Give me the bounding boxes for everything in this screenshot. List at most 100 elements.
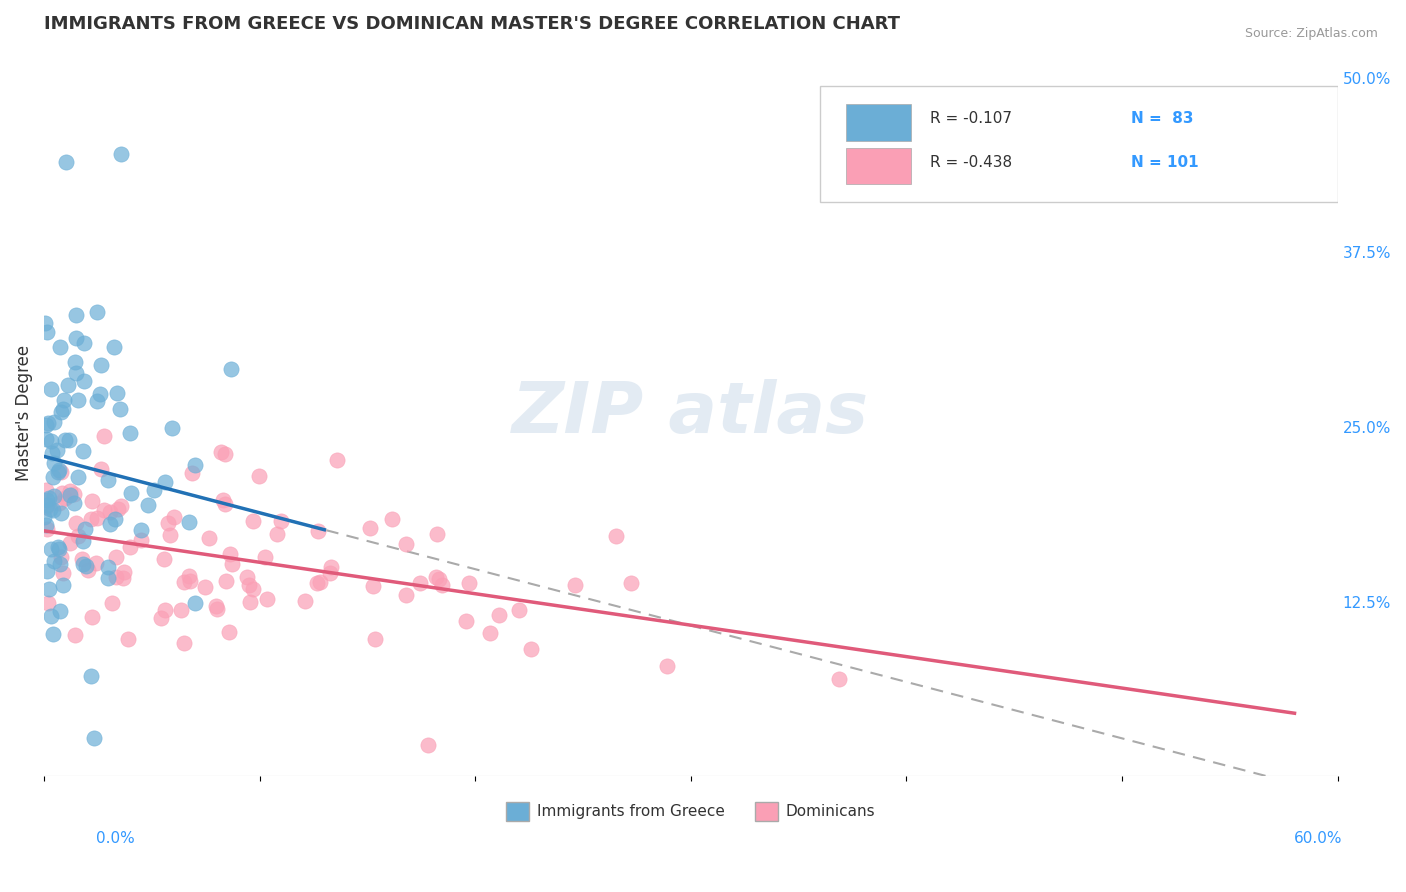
- Point: [35, 492, 58, 507]
- Point: [39, 609, 62, 624]
- Text: IMMIGRANTS FROM GREECE VS DOMINICAN MASTER'S DEGREE CORRELATION CHART: IMMIGRANTS FROM GREECE VS DOMINICAN MAST…: [44, 15, 900, 33]
- Point: [319, 559, 342, 574]
- Point: [177, 569, 200, 583]
- Point: [212, 493, 235, 508]
- Point: [307, 576, 329, 591]
- Point: [214, 497, 236, 511]
- Point: [37, 325, 59, 339]
- Point: [221, 557, 243, 571]
- Point: [179, 574, 201, 589]
- Point: [46, 443, 69, 458]
- Point: [454, 614, 477, 628]
- Point: [181, 466, 204, 480]
- Point: [38, 491, 60, 506]
- Point: [46, 541, 69, 555]
- Point: [425, 527, 447, 541]
- Point: [90, 358, 112, 372]
- Point: [319, 566, 342, 581]
- FancyBboxPatch shape: [846, 148, 911, 185]
- Point: [48, 604, 70, 618]
- Point: [48, 541, 70, 556]
- Point: [828, 672, 851, 686]
- Point: [35, 483, 58, 498]
- Point: [42, 627, 65, 641]
- Text: N =  83: N = 83: [1130, 112, 1194, 127]
- Point: [266, 527, 288, 541]
- Point: [430, 578, 453, 592]
- Point: [73, 335, 96, 350]
- Point: [184, 458, 207, 472]
- Text: R = -0.438: R = -0.438: [931, 155, 1012, 169]
- Point: [66, 392, 89, 407]
- Point: [143, 483, 166, 497]
- Point: [655, 658, 678, 673]
- Point: [53, 433, 76, 447]
- Point: [59, 488, 82, 502]
- Point: [38, 501, 60, 516]
- Point: [239, 594, 262, 608]
- Text: Source: ZipAtlas.com: Source: ZipAtlas.com: [1244, 27, 1378, 40]
- Point: [72, 444, 94, 458]
- Point: [129, 523, 152, 537]
- Point: [104, 511, 127, 525]
- Point: [359, 521, 381, 535]
- Point: [205, 602, 228, 616]
- Point: [105, 550, 128, 565]
- Point: [86, 510, 108, 524]
- Point: [183, 596, 205, 610]
- Point: [62, 496, 84, 510]
- Point: [104, 570, 127, 584]
- Text: R = -0.107: R = -0.107: [931, 112, 1012, 127]
- Point: [73, 522, 96, 536]
- Point: [179, 515, 201, 529]
- Point: [75, 559, 97, 574]
- Point: [242, 514, 264, 528]
- Point: [37, 595, 59, 609]
- Point: [42, 489, 65, 503]
- Point: [197, 531, 219, 545]
- Point: [42, 502, 65, 516]
- Point: [35, 432, 58, 446]
- Point: [150, 611, 173, 625]
- Point: [194, 580, 217, 594]
- Point: [215, 574, 238, 588]
- Point: [242, 582, 264, 596]
- Point: [72, 558, 94, 572]
- Point: [35, 522, 58, 536]
- Point: [427, 572, 450, 586]
- Point: [80, 511, 103, 525]
- Point: [72, 533, 94, 548]
- Point: [218, 625, 240, 640]
- Point: [294, 594, 316, 608]
- Point: [236, 570, 259, 584]
- Point: [162, 421, 184, 435]
- Point: [307, 524, 329, 538]
- Point: [51, 404, 73, 418]
- Point: [49, 550, 72, 565]
- Point: [52, 578, 75, 592]
- Point: [63, 486, 86, 500]
- Text: N = 101: N = 101: [1130, 155, 1198, 169]
- Point: [97, 571, 120, 585]
- Point: [112, 566, 135, 580]
- Point: [90, 462, 112, 476]
- Point: [65, 354, 87, 368]
- Text: 60.0%: 60.0%: [1295, 831, 1343, 846]
- Point: [361, 579, 384, 593]
- Point: [205, 599, 228, 614]
- Point: [97, 474, 120, 488]
- Point: [153, 603, 176, 617]
- Point: [425, 570, 447, 584]
- Point: [59, 484, 82, 499]
- Point: [65, 366, 87, 380]
- Point: [67, 470, 90, 484]
- Point: [117, 632, 139, 647]
- Point: [46, 465, 69, 479]
- Point: [118, 426, 141, 441]
- Point: [508, 602, 530, 616]
- Point: [48, 463, 70, 477]
- Text: ZIP atlas: ZIP atlas: [512, 378, 869, 448]
- Point: [136, 498, 159, 512]
- Point: [93, 429, 115, 443]
- Point: [48, 496, 70, 510]
